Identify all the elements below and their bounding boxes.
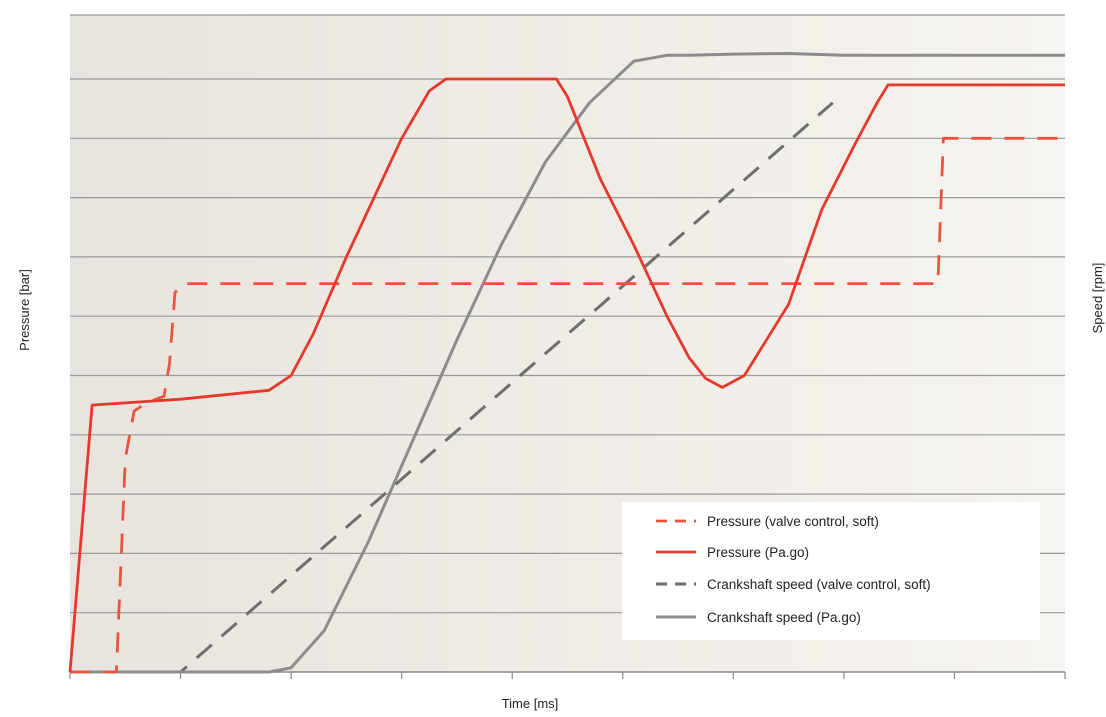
y-axis-title: Pressure [bar]: [17, 269, 32, 351]
gridlines: [70, 14, 1065, 614]
legend-items: Pressure (valve control, soft) Pressure (…: [656, 514, 931, 625]
legend-label-4: Crankshaft speed (Pa.go): [707, 610, 861, 625]
series-lines: [68, 52, 1065, 674]
legend-label-2: Pressure (Pa.go): [707, 545, 809, 560]
legend: Pressure (valve control, soft) Pressure (…: [622, 502, 1040, 640]
legend-label-3: Crankshaft speed (valve control, soft): [707, 577, 931, 592]
series-line-2: [68, 77, 1065, 673]
series-line-1: [70, 136, 1065, 674]
x-axis-title: Time [ms]: [502, 696, 559, 711]
legend-label-1: Pressure (valve control, soft): [707, 514, 879, 529]
series-line-4: [70, 52, 1065, 674]
y2-axis-title: Speed [rpm]: [1090, 263, 1105, 334]
